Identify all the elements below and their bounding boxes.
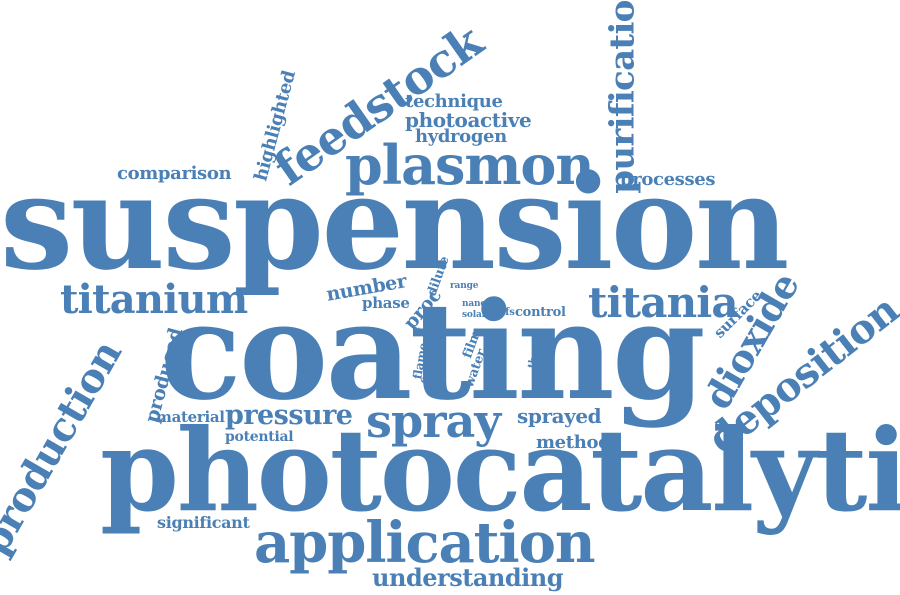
word-photocatalytic: photocatalytic xyxy=(100,404,900,537)
word-suspension: suspension xyxy=(0,146,789,299)
word-nano: nano xyxy=(462,299,487,309)
word-method: method xyxy=(536,432,611,453)
word-phase: phase xyxy=(362,294,410,312)
word-technique: technique xyxy=(405,91,503,112)
word-material: material xyxy=(156,408,225,426)
word-hvsfs: hvsfs xyxy=(487,307,515,318)
word-application: application xyxy=(254,510,596,576)
word-hydrogen: hydrogen xyxy=(415,126,507,147)
word-range: range xyxy=(450,281,479,291)
word-spray: spray xyxy=(366,394,501,448)
word-control: control xyxy=(515,305,566,320)
word-titania: titania xyxy=(588,278,739,327)
word-coating: coating xyxy=(160,272,706,430)
word-pressure: pressure xyxy=(225,400,353,431)
word-sprayed: sprayed xyxy=(517,404,602,428)
word-purification: purification xyxy=(602,0,643,194)
word-plasmon: plasmon xyxy=(345,133,595,197)
word-potential: potential xyxy=(225,429,294,445)
word-significant: significant xyxy=(157,513,250,532)
word-titanium: titanium xyxy=(60,276,248,323)
word-processes: processes xyxy=(620,169,716,190)
word-comparison: comparison xyxy=(117,163,232,184)
word-understanding: understanding xyxy=(372,563,564,592)
word-photoactive: photoactive xyxy=(405,108,532,132)
word-solar: solar xyxy=(462,310,487,320)
